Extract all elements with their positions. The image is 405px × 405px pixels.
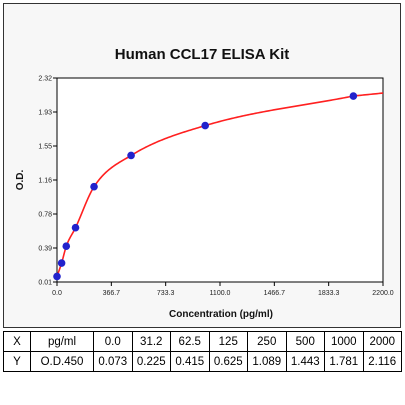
table-cell: 0.415 <box>170 351 210 372</box>
y-axis: 0.01 0.39 0.78 1.16 1.55 1.93 2.32 <box>38 76 57 287</box>
fit-curve <box>56 92 384 277</box>
chart-title: Human CCL17 ELISA Kit <box>115 46 289 63</box>
table-cell: 2.116 <box>362 351 402 372</box>
data-points <box>53 92 358 281</box>
x-tick-label: 2200.0 <box>372 290 394 297</box>
row-header: Y <box>3 351 31 372</box>
data-point <box>57 259 66 267</box>
plot-area <box>56 77 384 283</box>
y-tick-label: 0.01 <box>38 280 52 287</box>
row-header: X <box>3 331 31 352</box>
x-tick-label: 1466.7 <box>264 290 286 297</box>
row-unit: O.D.450 <box>30 351 94 372</box>
y-tick-label: 0.39 <box>38 246 52 253</box>
data-point <box>62 242 71 251</box>
y-tick-label: 1.16 <box>38 178 52 185</box>
y-tick-label: 1.93 <box>38 110 52 117</box>
y-tick-label: 1.55 <box>38 144 52 151</box>
data-point <box>201 121 209 130</box>
y-tick-label: 2.32 <box>38 76 52 83</box>
y-tick-label: 0.78 <box>38 212 52 219</box>
x-axis: 0.0 366.7 733.3 1100.0 1466.7 1833.3 2200.0 <box>52 282 394 297</box>
table-cell: 0.073 <box>93 351 133 372</box>
data-point <box>127 151 135 160</box>
data-point <box>90 182 98 191</box>
data-point <box>53 272 61 281</box>
table-cell: 1.781 <box>324 351 364 372</box>
table-cell: 0.225 <box>131 351 171 372</box>
table-cell: 31.2 <box>131 331 171 352</box>
table-row: Y O.D.450 0.073 0.225 0.415 0.625 1.089 1.443 1.… <box>3 351 402 372</box>
data-point <box>349 92 358 100</box>
x-axis-label: Concentration (pg/ml) <box>169 309 273 320</box>
x-tick-label: 366.7 <box>103 290 121 297</box>
table-cell: 1.443 <box>285 351 325 372</box>
table-cell: 125 <box>208 331 248 352</box>
table-cell: 500 <box>285 331 325 352</box>
standard-curve-chart: Human CCL17 ELISA Kit 0.0 366.7 733.3 1100.… <box>15 46 394 320</box>
x-tick-label: 1833.3 <box>318 290 340 297</box>
y-axis-label: O.D. <box>15 170 26 191</box>
x-tick-label: 733.3 <box>157 290 175 297</box>
table-cell: 1.089 <box>247 351 287 372</box>
x-tick-label: 1100.0 <box>210 290 231 297</box>
table-cell: 2000 <box>362 331 402 352</box>
chart-panel: Human CCL17 ELISA Kit 0.0 366.7 733.3 1100.… <box>3 3 401 328</box>
table-cell: 250 <box>247 331 287 352</box>
table-cell: 0.0 <box>93 331 133 352</box>
table-cell: 1000 <box>324 331 364 352</box>
table-cell: 0.625 <box>208 351 248 372</box>
x-tick-label: 0.0 <box>52 290 62 297</box>
row-unit: pg/ml <box>30 331 94 352</box>
data-point <box>71 223 80 232</box>
table-cell: 62.5 <box>170 331 210 352</box>
